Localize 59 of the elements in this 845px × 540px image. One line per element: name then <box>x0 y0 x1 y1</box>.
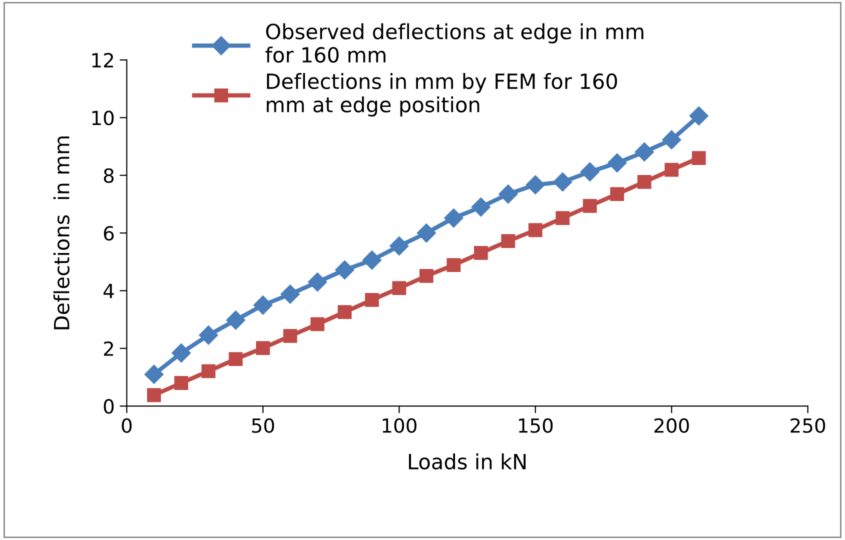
point <box>692 151 706 165</box>
point <box>364 292 379 307</box>
point <box>553 172 572 192</box>
x-tick-label: 0 <box>122 418 132 433</box>
point <box>471 198 490 217</box>
y-tick-label: 6 <box>104 226 114 241</box>
point <box>228 352 243 366</box>
point <box>556 211 570 225</box>
point <box>280 284 300 304</box>
point <box>392 281 406 296</box>
x-tick-label: 250 <box>790 418 826 433</box>
point <box>198 326 218 345</box>
point <box>689 106 708 126</box>
point <box>202 364 216 378</box>
point <box>526 175 545 194</box>
point <box>308 272 327 292</box>
point <box>498 184 518 204</box>
point <box>634 142 654 162</box>
point <box>283 329 298 343</box>
point <box>664 162 679 177</box>
x-axis-title: Loads in kN <box>408 453 526 470</box>
point <box>147 388 161 402</box>
legend-label: Observed deflections at edge in mm for 160 mm <box>265 23 644 63</box>
point <box>446 258 461 272</box>
y-tick-label: 0 <box>104 399 114 414</box>
y-tick-label: 4 <box>104 284 114 298</box>
point <box>528 223 542 238</box>
point <box>172 343 191 363</box>
point <box>174 376 188 390</box>
point <box>310 317 324 332</box>
x-tick-label: 100 <box>382 418 416 433</box>
y-tick-label: 8 <box>104 168 114 183</box>
x-tick-label: 50 <box>252 418 274 433</box>
x-tick-label: 200 <box>654 418 689 433</box>
point <box>256 341 270 356</box>
point <box>253 296 272 315</box>
point <box>226 310 246 330</box>
y-tick-label: 10 <box>92 110 114 126</box>
point <box>474 246 488 260</box>
point <box>501 234 516 248</box>
point <box>144 364 164 384</box>
point <box>338 305 352 319</box>
point <box>419 269 434 283</box>
point <box>390 236 409 256</box>
point <box>582 198 597 213</box>
point <box>610 187 624 202</box>
x-tick-label: 150 <box>518 418 553 433</box>
point <box>416 223 436 243</box>
point <box>580 162 600 182</box>
point <box>608 153 627 172</box>
y-tick-label: 12 <box>92 52 113 68</box>
point <box>637 175 652 189</box>
y-tick-label: 2 <box>104 341 113 356</box>
point <box>362 250 382 270</box>
y-axis-title: Deflections in mm <box>53 136 70 330</box>
point <box>662 130 682 150</box>
legend-label: Deflections in mm by FEM for 160 mm at edge position <box>266 73 617 117</box>
point <box>444 208 464 228</box>
point <box>335 260 354 280</box>
